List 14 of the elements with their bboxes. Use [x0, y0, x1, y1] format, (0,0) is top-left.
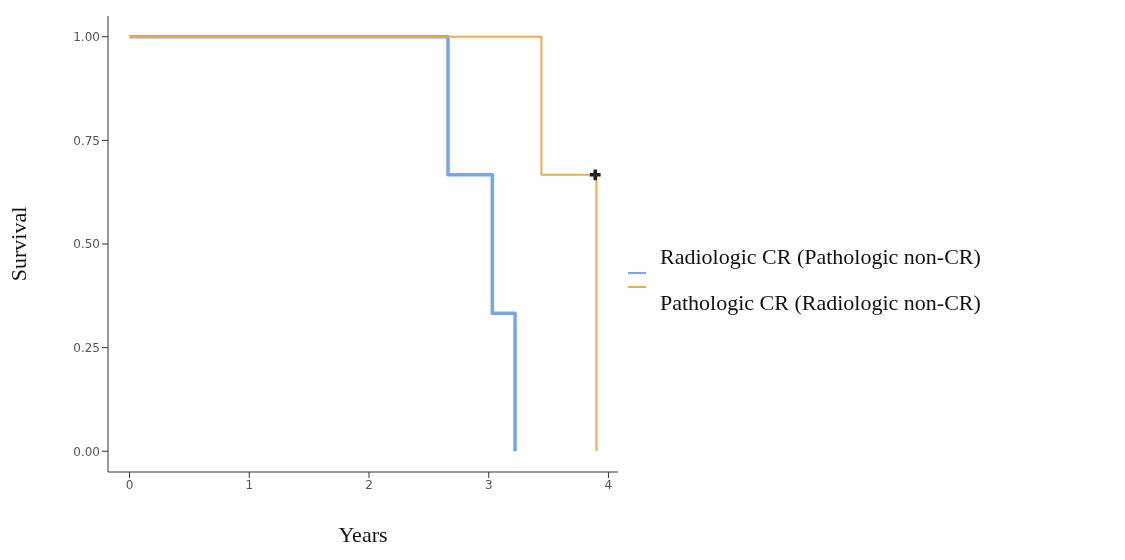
- x-tick-label: 2: [365, 477, 373, 492]
- y-axis-title: Survival: [5, 206, 31, 282]
- y-tick-label: 1.00: [73, 29, 100, 44]
- x-tick-label: 0: [125, 477, 134, 492]
- x-axis-title: Years: [338, 522, 388, 547]
- text: Pathologic CR (Radiologic non-CR): [660, 290, 981, 316]
- y-tick-label: 0.00: [73, 444, 100, 459]
- x-tick-label: 3: [484, 477, 493, 492]
- y-tick-label: 0.25: [73, 340, 100, 355]
- y-tick-label: 0.50: [73, 237, 100, 252]
- x-tick-label: 1: [245, 477, 254, 492]
- text: Radiologic CR (Pathologic non-CR): [660, 244, 981, 270]
- x-tick-label: 4: [604, 477, 613, 492]
- y-tick-label: 0.75: [73, 133, 100, 148]
